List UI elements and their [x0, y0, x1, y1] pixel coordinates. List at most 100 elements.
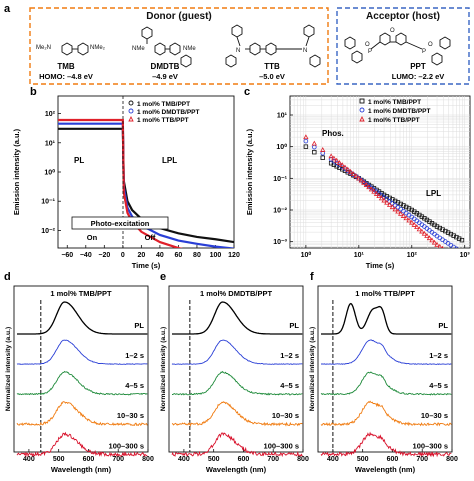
spectrum-trace	[320, 431, 452, 458]
c-data-point	[421, 230, 428, 236]
tmb-ring-2	[77, 42, 89, 56]
spectra-ylabel: Normalized intensity (a.u.)	[160, 327, 167, 412]
c-data-point	[368, 186, 375, 192]
c-xtick-label: 10¹	[354, 252, 365, 259]
spectrum-trace	[16, 431, 148, 458]
legend-c-marker-dmdtb	[359, 107, 365, 113]
legend-b-dmdtb: 1 mol% DMDTB/PPT	[137, 109, 200, 116]
spectrum-trace	[172, 301, 303, 335]
tmb-nme2: NMe₂	[90, 45, 106, 51]
c-data-point	[303, 138, 309, 144]
ttb-ring-1	[249, 42, 261, 56]
spectra-title: 1 mol% TMB/PPT	[50, 289, 112, 298]
c-data-point	[339, 162, 345, 168]
legend-b-ttb: 1 mol% TTB/PPT	[137, 117, 189, 124]
panel-c-grid	[290, 96, 470, 248]
spectrum-trace	[171, 339, 303, 365]
legend-c-tmb: 1 mol% TMB/PPT	[368, 99, 421, 106]
c-data-point	[449, 252, 453, 256]
c-data-point	[406, 217, 412, 223]
tmb-name: TMB	[57, 62, 75, 71]
spectrum-label: 1–2 s	[125, 351, 144, 360]
c-data-point	[446, 250, 450, 254]
b-xtick-label: 80	[193, 252, 201, 259]
c-xtick-label: 10³	[460, 252, 471, 259]
spectrum-trace	[321, 302, 452, 335]
ttb-ring-br	[309, 54, 321, 68]
spectra-xlabel: Wavelength (nm)	[51, 465, 112, 474]
b-xtick-label: 20	[137, 252, 145, 259]
c-data-point	[378, 195, 385, 201]
spectrum-trace	[172, 370, 303, 396]
tmb-me2n: Me₂N	[36, 45, 51, 51]
c-data-point	[398, 210, 404, 216]
c-data-point	[460, 260, 464, 264]
b-xtick-label: 40	[156, 252, 164, 259]
panel-b-axes: −60 −40 −20 0 20 40 60 80 100 120 10² 10¹ 10⁰ 10⁻¹ 10⁻…	[41, 111, 240, 259]
panel-letter: f	[310, 271, 314, 283]
c-data-point	[320, 147, 326, 152]
c-data-point	[429, 237, 435, 243]
spectra-xtick-label: 600	[83, 456, 95, 463]
b-xtick-label: 0	[121, 252, 125, 259]
c-data-point	[353, 173, 359, 179]
photo-on-label: On	[87, 233, 98, 242]
spectra-xtick-label: 600	[387, 456, 399, 463]
ttb-ring-2	[265, 42, 277, 56]
panel-c-frame	[289, 95, 471, 249]
spectra-title: 1 mol% TTB/PPT	[355, 289, 415, 298]
panel-c-letter: c	[244, 86, 250, 98]
spectrum-label: 10–30 s	[117, 411, 144, 420]
ttb-ring-tl	[231, 24, 243, 38]
spectrum-trace	[320, 371, 452, 396]
c-data-point	[376, 193, 382, 199]
c-data-point	[371, 188, 377, 194]
svg-text:N: N	[303, 48, 307, 54]
spectra-xtick-label: 600	[238, 456, 250, 463]
spectra-xtick-label: 800	[297, 456, 309, 463]
c-data-point	[381, 197, 387, 203]
spectra-xtick-label: 500	[53, 456, 65, 463]
spectrum-label: 100–300 s	[264, 441, 299, 450]
photo-excitation-label: Photo-excitation	[91, 219, 150, 228]
c-data-point	[320, 150, 326, 156]
c-data-point	[426, 235, 433, 241]
spectrum-trace	[16, 401, 148, 427]
c-data-point	[373, 191, 380, 196]
spectra-xlabel: Wavelength (nm)	[355, 465, 416, 474]
dmdtb-name: DMDTB	[151, 62, 180, 71]
spectra-frame	[168, 285, 304, 453]
c-data-point	[312, 144, 317, 150]
ttb-energy: –5.0 eV	[259, 72, 285, 81]
ppt-ring-l2	[351, 50, 363, 64]
spectra-xtick-label: 700	[112, 456, 124, 463]
panel-b-letter: b	[30, 86, 37, 98]
panel-b-xlabel: Time (s)	[132, 261, 161, 270]
spectrum-label: 4–5 s	[280, 381, 299, 390]
b-ytick-label: 10¹	[45, 140, 56, 147]
spectrum-trace	[320, 400, 452, 427]
legend-b-tmb: 1 mol% TMB/PPT	[137, 101, 190, 108]
c-data-point	[386, 202, 393, 207]
legend-b-marker-dmdtb	[128, 108, 134, 114]
panel-letter: d	[4, 271, 11, 283]
c-data-point	[454, 246, 459, 248]
donor-box	[29, 7, 329, 85]
dmdtb-energy: –4.9 eV	[152, 72, 178, 81]
c-data-point	[419, 228, 425, 234]
dmdtb-ring-1	[154, 42, 166, 56]
ttb-name: TTB	[264, 62, 280, 71]
dmdtb-ring-2	[169, 42, 181, 56]
spectra-xtick-label: 500	[357, 456, 369, 463]
photo-off-label: Off	[145, 233, 156, 242]
ppt-structure: O P O O P	[344, 28, 451, 66]
tmb-homo: HOMO: –4.8 eV	[39, 72, 93, 81]
b-xtick-label: −60	[61, 252, 73, 259]
c-data-point	[431, 239, 438, 245]
spectrum-label: PL	[289, 321, 299, 330]
c-data-point	[303, 134, 309, 140]
spectrum-trace	[171, 401, 303, 427]
spectra-xtick-label: 400	[23, 456, 35, 463]
svg-text:O: O	[390, 28, 395, 34]
tmb-ring-1	[61, 42, 73, 56]
